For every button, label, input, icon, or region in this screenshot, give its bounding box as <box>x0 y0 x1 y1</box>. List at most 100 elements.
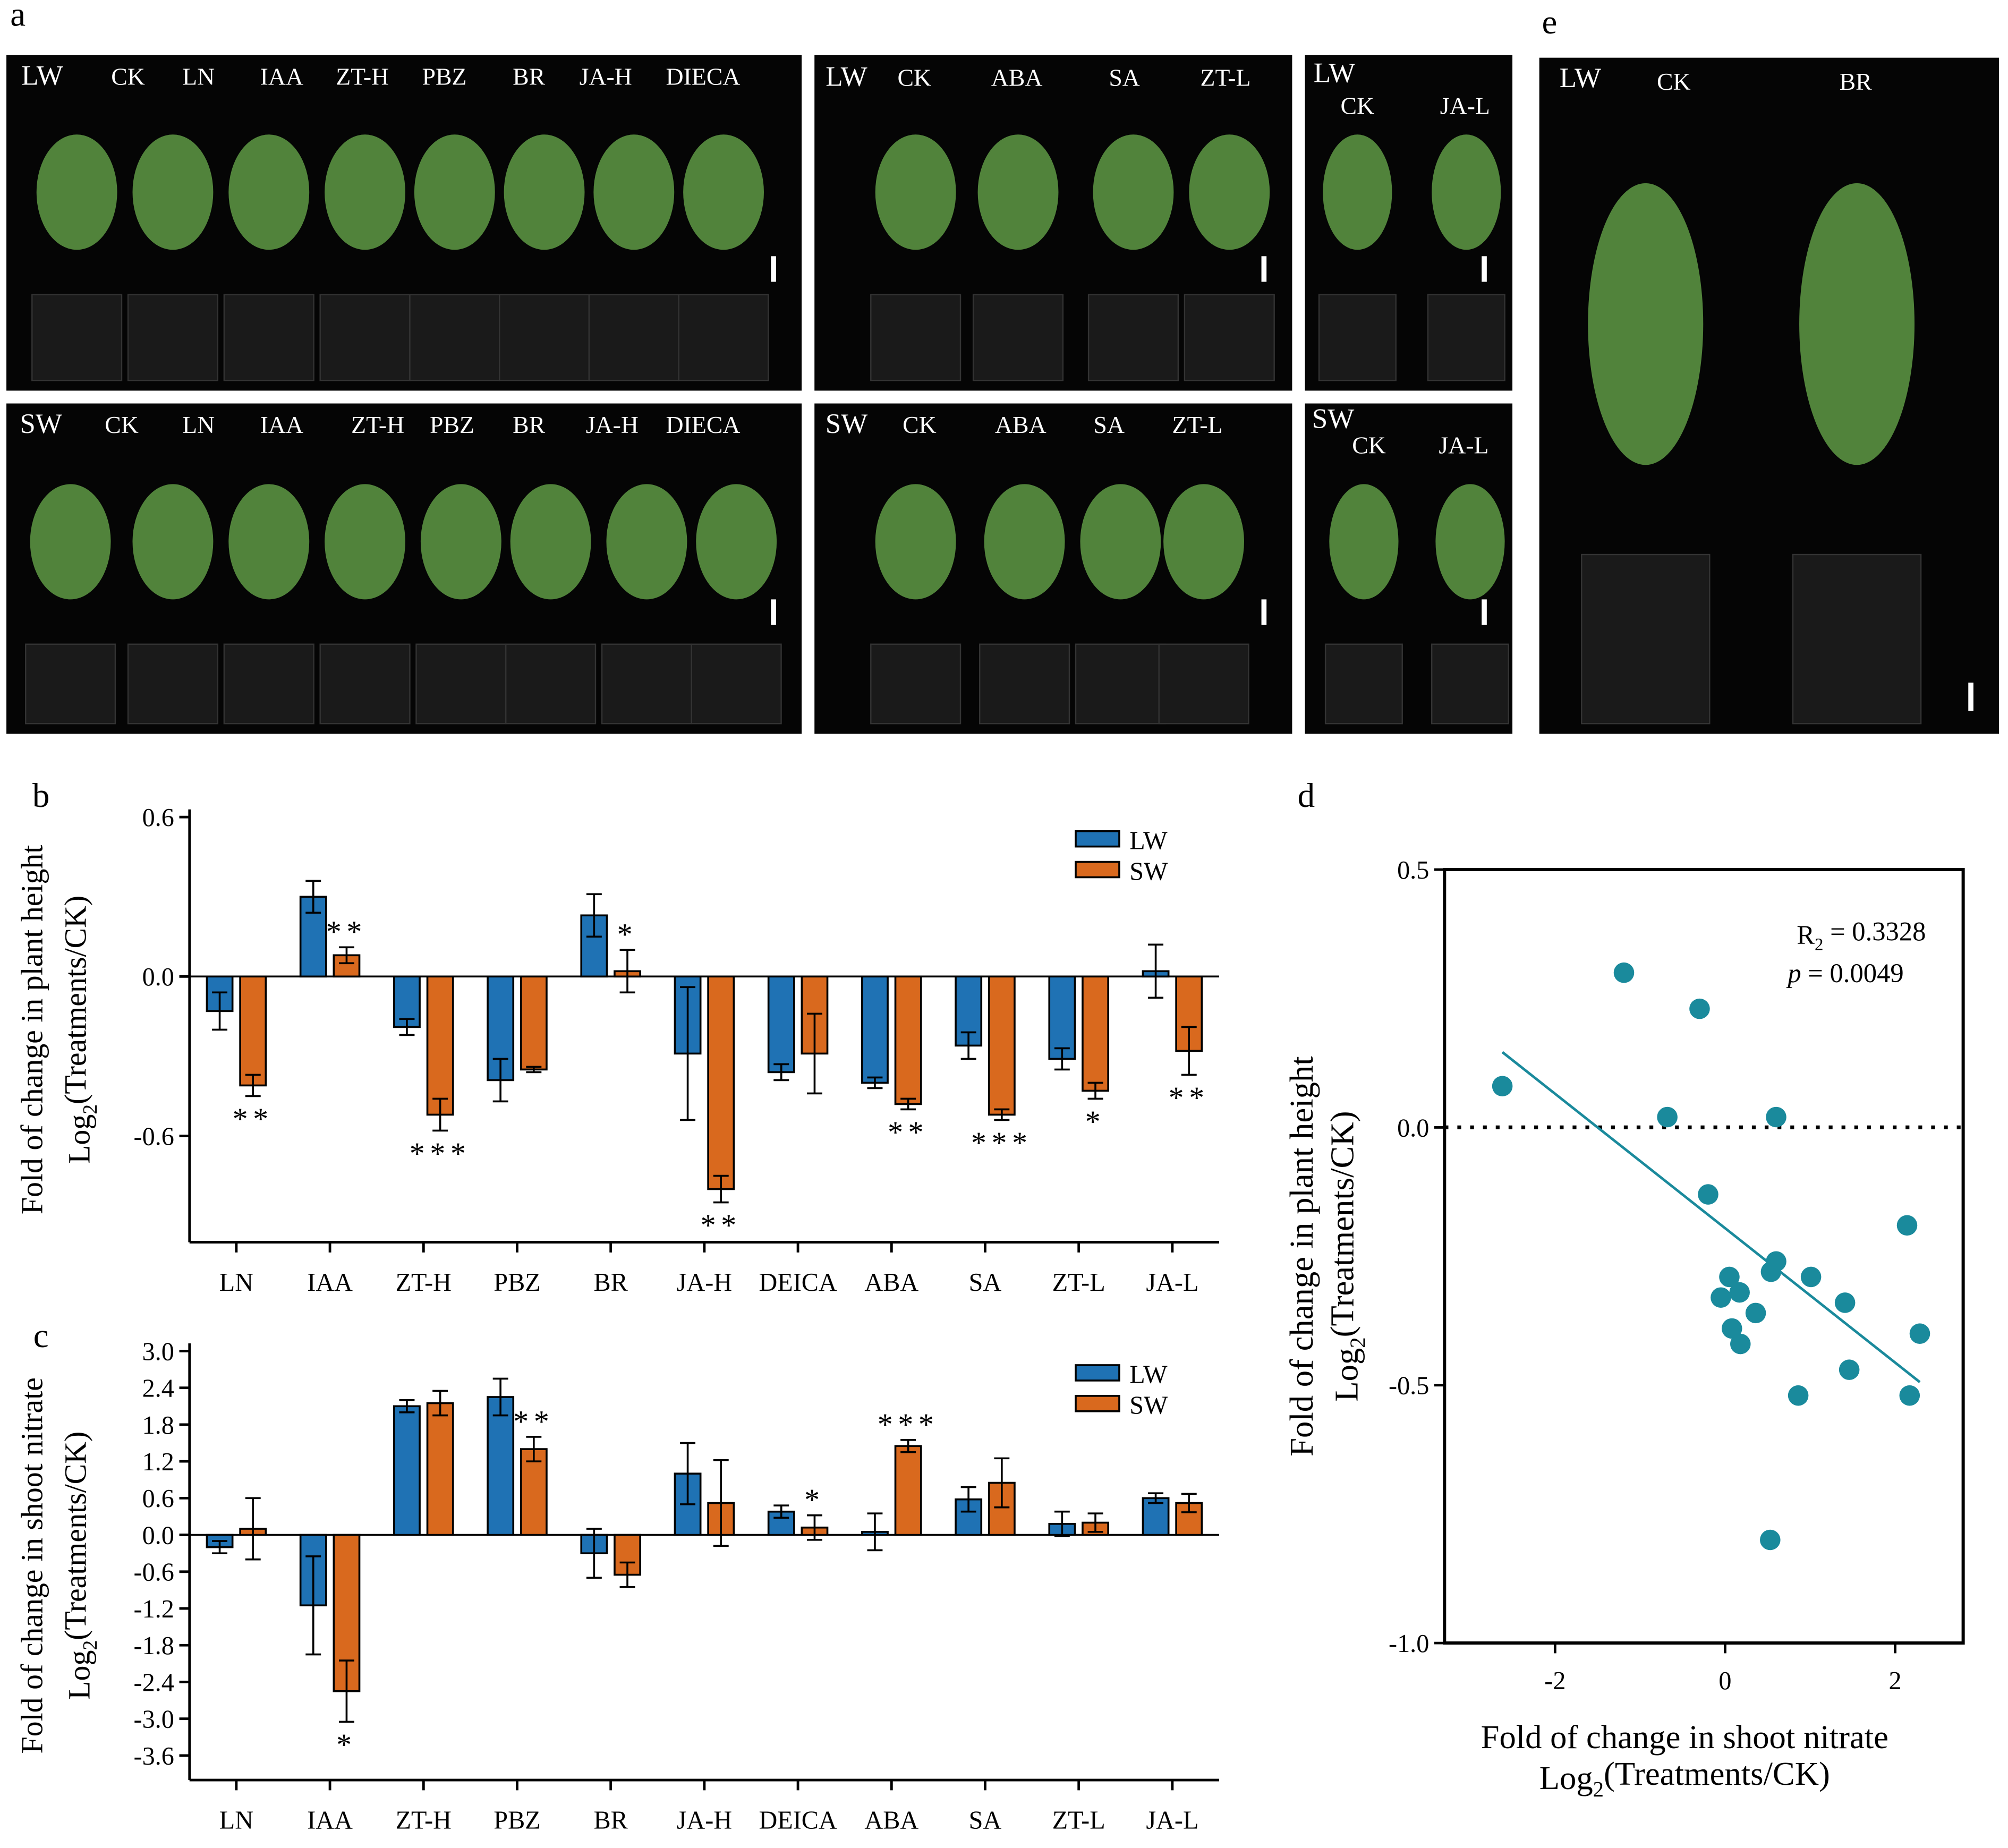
x-tick-label: JA-L <box>1146 1268 1198 1297</box>
legend-label: SW <box>1129 857 1168 885</box>
axis-label: p = 0.0049 <box>1786 958 1903 988</box>
pot <box>1431 643 1510 725</box>
y-tick-label: -0.6 <box>134 1122 174 1151</box>
point <box>1899 1385 1920 1406</box>
x-tick-label: IAA <box>307 1807 353 1835</box>
significance: ** <box>1169 1080 1210 1115</box>
label-part: = 0.0049 <box>1801 958 1904 988</box>
y-tick-label: -3.0 <box>134 1706 174 1734</box>
pot <box>588 294 679 381</box>
scale-bar <box>771 599 776 625</box>
point <box>1909 1323 1930 1344</box>
plant <box>1799 183 1915 465</box>
pot <box>127 643 219 725</box>
point <box>1834 1292 1856 1313</box>
x-tick-label: BR <box>594 1807 628 1835</box>
bar <box>239 975 267 1087</box>
photo-label: CK <box>1341 92 1375 120</box>
photo-label: ZT-L <box>1172 411 1223 438</box>
photo-label: LN <box>182 411 215 438</box>
significance: ** <box>326 915 367 949</box>
scale-bar <box>1482 599 1487 625</box>
plant <box>1435 484 1505 600</box>
plant <box>30 484 111 600</box>
plant <box>1329 484 1399 600</box>
photo-label: BR <box>1840 68 1873 95</box>
y-tick-label: 0.0 <box>142 963 174 991</box>
x-tick-label: PBZ <box>494 1268 540 1297</box>
label-part: 2 <box>1593 1777 1604 1801</box>
pot <box>1184 294 1275 381</box>
pot <box>691 643 782 725</box>
point <box>1766 1251 1786 1272</box>
label-part: 2 <box>79 1104 101 1114</box>
pot <box>870 643 962 725</box>
point <box>1719 1266 1740 1288</box>
x-tick-label: PBZ <box>494 1807 540 1835</box>
x-tick-label: ZT-H <box>396 1268 452 1297</box>
bar <box>1048 975 1076 1060</box>
axis-label: Log2(Treatments/CK) <box>58 896 101 1164</box>
significance: *** <box>878 1407 939 1442</box>
plot-frame <box>1443 868 1965 1645</box>
legend-label: LW <box>1129 827 1168 855</box>
axis-label: Fold of change in shoot nitrate <box>15 1377 49 1753</box>
bar <box>988 975 1016 1116</box>
photo-label: IAA <box>260 411 303 438</box>
photo-label: JA-L <box>1439 432 1488 459</box>
x-tick-label: ZT-L <box>1052 1268 1105 1297</box>
bar <box>1142 1497 1170 1536</box>
photo-label: SA <box>1109 64 1140 91</box>
y-tick-label: -2.4 <box>134 1668 174 1697</box>
pot <box>601 643 692 725</box>
photo-label: JA-H <box>586 411 639 438</box>
photo-label: SA <box>1093 411 1125 438</box>
label-part: (Treatments/CK) <box>1324 1111 1361 1338</box>
photo-label: IAA <box>260 63 303 90</box>
label-part: 2 <box>79 1640 101 1650</box>
photo-label: DIECA <box>666 63 741 90</box>
x-tick-label: JA-H <box>677 1268 732 1297</box>
photo-label: CK <box>903 411 937 438</box>
point <box>1760 1529 1781 1551</box>
plant <box>325 484 405 600</box>
pot <box>972 294 1064 381</box>
legend-label: LW <box>1129 1361 1168 1389</box>
bar <box>520 975 548 1071</box>
photo-label: JA-L <box>1440 92 1490 120</box>
x-tick-label: ZT-L <box>1052 1807 1105 1835</box>
significance: * <box>617 917 638 952</box>
bar <box>520 1448 548 1536</box>
plant <box>1189 134 1270 250</box>
photo-label: LW <box>1314 57 1356 88</box>
bar <box>861 975 889 1084</box>
plant <box>875 134 956 250</box>
photo-label: LW <box>826 62 867 92</box>
photo-label: CK <box>105 411 139 438</box>
point <box>1745 1302 1766 1324</box>
y-tick-label: 0.6 <box>142 1485 174 1513</box>
legend-swatch <box>1075 830 1120 848</box>
photo-label: LW <box>21 60 63 91</box>
significance: * <box>336 1727 357 1762</box>
pot <box>1158 643 1249 725</box>
bar <box>894 975 922 1105</box>
scale-bar <box>1261 599 1267 625</box>
axis-label: R2 = 0.3328 <box>1797 917 1926 955</box>
photo-label: JA-H <box>580 63 632 90</box>
pot <box>223 294 314 381</box>
panel-label: d <box>1298 777 1315 815</box>
point <box>1657 1106 1678 1128</box>
point <box>1729 1282 1750 1303</box>
pot <box>1324 643 1403 725</box>
photo-label: SW <box>20 408 62 439</box>
panel-label: c <box>33 1317 49 1355</box>
photo-label: BR <box>513 411 546 438</box>
scale-bar <box>1968 683 1973 711</box>
photo-label: LN <box>182 63 215 90</box>
label-part: = 0.3328 <box>1823 917 1926 947</box>
photo-label: DIECA <box>666 411 741 438</box>
photo-label: PBZ <box>430 411 474 438</box>
legend-swatch <box>1075 1364 1120 1382</box>
